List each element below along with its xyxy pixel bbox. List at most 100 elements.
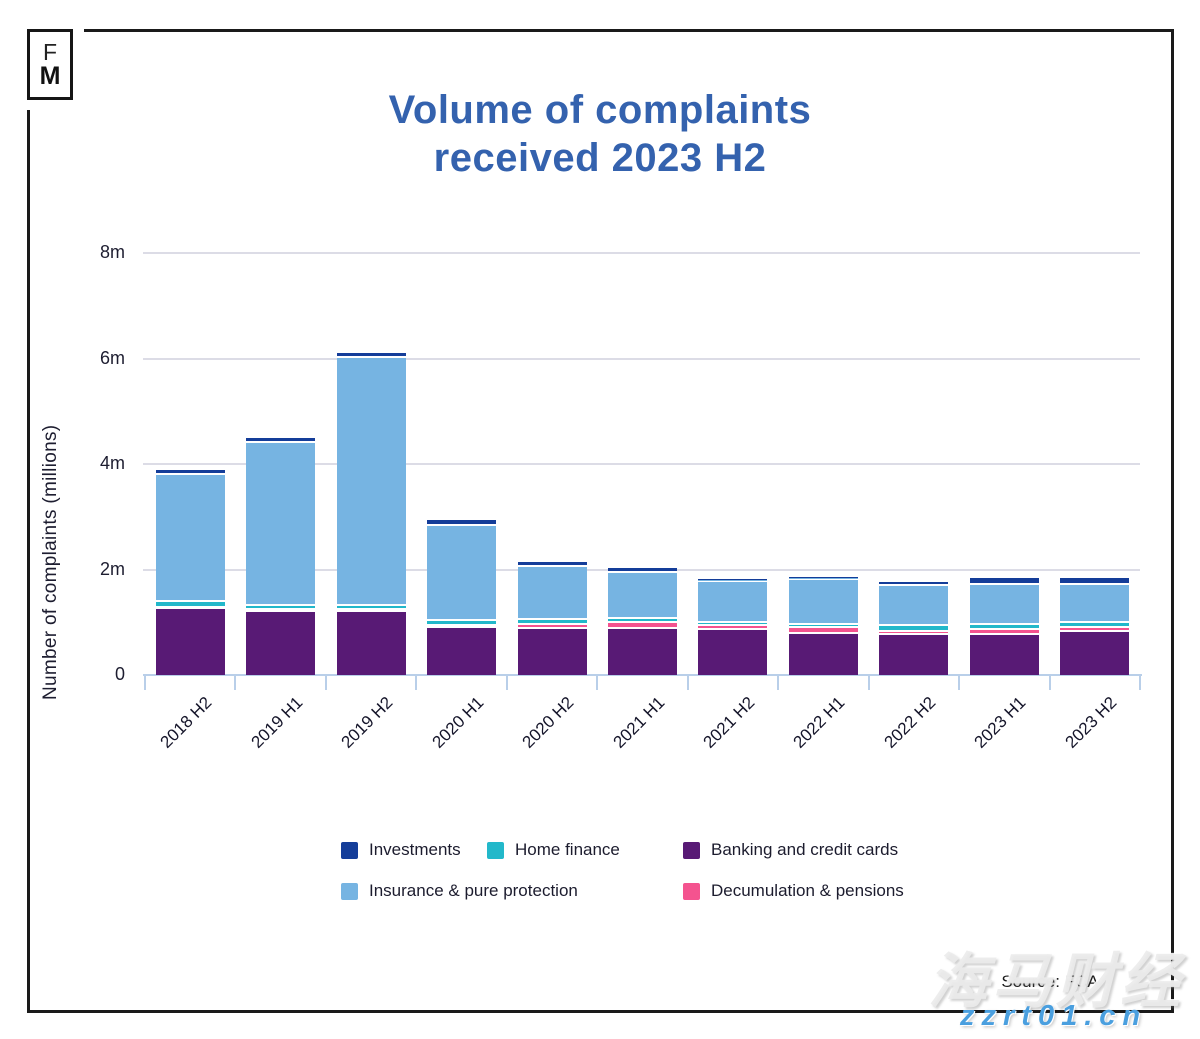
x-tick-label-2022-h2: 2022 H2 xyxy=(880,693,940,752)
legend-label-insurance-pure-protection: Insurance & pure protection xyxy=(369,881,578,900)
segment-insurance-pure-protection-2021-h1 xyxy=(608,571,677,617)
gridline-8m xyxy=(143,252,1140,254)
segment-banking-and-credit-cards-2023-h1 xyxy=(969,632,1039,675)
segment-home-finance-2021-h1 xyxy=(608,616,677,622)
segment-decumulation-pensions-2018-h2 xyxy=(155,605,225,607)
y-tick-label-6m: 6m xyxy=(99,347,125,368)
legend-item-banking-and-credit-cards: Banking and credit cards xyxy=(683,840,898,860)
segment-home-finance-2023-h2 xyxy=(1060,621,1130,627)
frame-border-top xyxy=(84,29,1174,32)
segment-decumulation-pensions-2019-h2 xyxy=(336,608,406,611)
x-tick-label-2019-h1: 2019 H1 xyxy=(247,693,307,752)
segment-insurance-pure-protection-2022-h1 xyxy=(788,578,858,623)
segment-home-finance-2020-h2 xyxy=(517,618,587,624)
gridline-4m xyxy=(143,463,1140,465)
chart-title-line1: Volume of complaints xyxy=(388,88,812,132)
y-tick-label-0: 0 xyxy=(114,664,125,684)
x-tick-label-2021-h2: 2021 H2 xyxy=(699,693,759,752)
segment-decumulation-pensions-2023-h2 xyxy=(1060,626,1130,631)
segment-investments-2020-h2 xyxy=(517,561,587,565)
segment-banking-and-credit-cards-2021-h1 xyxy=(608,626,677,675)
segment-decumulation-pensions-2020-h2 xyxy=(517,623,587,627)
segment-home-finance-2021-h2 xyxy=(698,621,768,625)
segment-decumulation-pensions-2023-h1 xyxy=(969,628,1039,633)
segment-investments-2020-h1 xyxy=(427,520,497,524)
segment-home-finance-2019-h1 xyxy=(246,604,316,608)
x-tick-mark xyxy=(144,675,146,690)
x-tick-mark xyxy=(234,675,237,690)
segment-insurance-pure-protection-2020-h1 xyxy=(427,523,497,619)
frame-border-bottom xyxy=(27,1010,1174,1013)
x-tick-mark xyxy=(505,675,508,690)
segment-investments-2022-h1 xyxy=(788,577,858,579)
segment-insurance-pure-protection-2018-h2 xyxy=(155,473,225,600)
segment-home-finance-2020-h1 xyxy=(427,618,497,625)
logo-letter-f: F xyxy=(42,38,58,65)
segment-decumulation-pensions-2022-h1 xyxy=(788,625,858,632)
segment-insurance-pure-protection-2021-h2 xyxy=(698,580,768,622)
segment-home-finance-2022-h1 xyxy=(788,622,858,626)
legend-swatch-investments xyxy=(341,841,358,859)
y-tick-label-2m: 2m xyxy=(99,558,125,579)
legend-swatch-decumulation-pensions xyxy=(683,882,700,900)
segment-investments-2021-h2 xyxy=(698,578,768,581)
x-tick-label-2018-h2: 2018 H2 xyxy=(156,693,216,752)
segment-insurance-pure-protection-2023-h1 xyxy=(969,582,1039,623)
legend-label-decumulation-pensions: Decumulation & pensions xyxy=(711,881,904,900)
segment-home-finance-2019-h2 xyxy=(336,604,406,608)
gridline-6m xyxy=(143,357,1140,360)
x-tick-label-2021-h1: 2021 H1 xyxy=(609,693,668,752)
y-tick-label-8m: 8m xyxy=(99,242,125,262)
segment-banking-and-credit-cards-2023-h2 xyxy=(1060,630,1130,675)
x-tick-mark xyxy=(1139,675,1141,690)
legend-item-decumulation-pensions: Decumulation & pensions xyxy=(683,881,904,901)
logo-letter-m: M xyxy=(39,61,61,90)
x-tick-mark xyxy=(958,675,961,690)
x-tick-mark xyxy=(1048,675,1051,690)
segment-decumulation-pensions-2019-h1 xyxy=(246,608,316,611)
legend-swatch-banking-and-credit-cards xyxy=(683,841,700,859)
legend-item-insurance-pure-protection: Insurance & pure protection xyxy=(341,881,578,901)
x-tick-mark xyxy=(686,675,689,690)
segment-banking-and-credit-cards-2022-h2 xyxy=(879,632,949,675)
x-tick-label-2023-h1: 2023 H1 xyxy=(970,693,1030,752)
legend-item-investments: Investments xyxy=(341,840,461,860)
legend-item-home-finance: Home finance xyxy=(487,840,620,860)
segment-banking-and-credit-cards-2022-h1 xyxy=(788,631,858,675)
segment-insurance-pure-protection-2020-h2 xyxy=(517,564,587,619)
legend-swatch-insurance-pure-protection xyxy=(341,882,358,900)
frame-border-right xyxy=(1171,29,1174,1013)
x-tick-mark xyxy=(777,675,780,690)
segment-investments-2019-h2 xyxy=(336,353,406,357)
segment-home-finance-2022-h2 xyxy=(879,623,949,631)
segment-investments-2021-h1 xyxy=(608,568,677,572)
segment-investments-2022-h2 xyxy=(879,581,949,585)
segment-insurance-pure-protection-2023-h2 xyxy=(1060,583,1130,622)
x-tick-mark xyxy=(415,675,418,690)
legend-label-home-finance: Home finance xyxy=(515,840,620,859)
frame-border-left xyxy=(27,110,30,1013)
segment-decumulation-pensions-2020-h1 xyxy=(427,624,497,626)
segment-investments-2023-h2 xyxy=(1060,578,1130,584)
segment-decumulation-pensions-2022-h2 xyxy=(879,630,949,633)
source-attribution: Source: FCA xyxy=(1001,972,1099,991)
segment-banking-and-credit-cards-2021-h2 xyxy=(698,628,768,675)
x-tick-mark xyxy=(867,675,870,690)
legend-swatch-home-finance xyxy=(487,841,504,859)
x-axis-line xyxy=(143,674,1142,676)
segment-decumulation-pensions-2021-h2 xyxy=(698,624,768,629)
x-tick-mark xyxy=(324,675,327,690)
x-tick-label-2022-h1: 2022 H1 xyxy=(789,693,849,752)
segment-home-finance-2023-h1 xyxy=(969,622,1039,629)
x-tick-label-2019-h2: 2019 H2 xyxy=(337,693,397,752)
segment-decumulation-pensions-2021-h1 xyxy=(608,621,677,627)
segment-insurance-pure-protection-2019-h2 xyxy=(336,356,406,605)
x-tick-label-2020-h2: 2020 H2 xyxy=(518,693,578,752)
segment-banking-and-credit-cards-2019-h2 xyxy=(336,610,406,675)
segment-insurance-pure-protection-2019-h1 xyxy=(246,441,316,605)
chart-title: Volume of complaints received 2023 H2 xyxy=(100,86,1100,182)
segment-banking-and-credit-cards-2018-h2 xyxy=(155,606,225,675)
segment-banking-and-credit-cards-2019-h1 xyxy=(246,610,316,675)
chart-title-line2: received 2023 H2 xyxy=(433,136,767,180)
